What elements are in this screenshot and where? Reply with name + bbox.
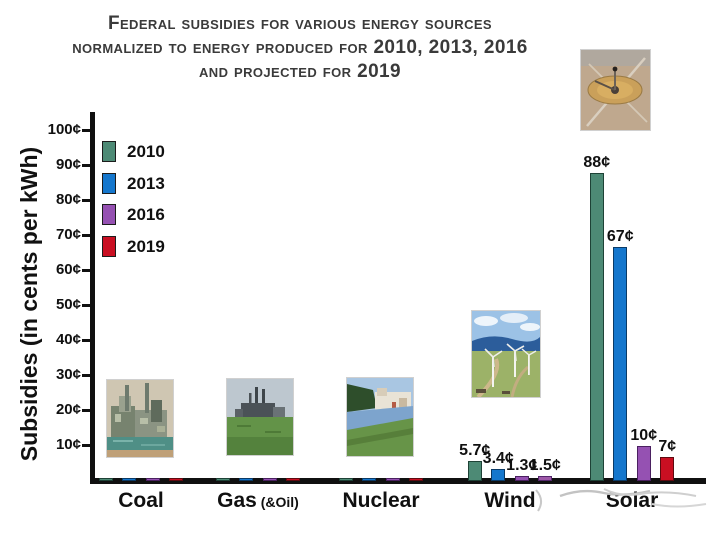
x-category-label-coal: Coal — [71, 489, 211, 513]
legend-swatch-2016 — [102, 204, 116, 225]
bar-value-label: 7¢ — [658, 437, 677, 455]
bar-solar-2013 — [613, 246, 628, 481]
category-name: Solar — [605, 489, 659, 512]
bar-value-label: 10¢ — [630, 427, 658, 444]
legend-label-2010: 2010 — [127, 142, 165, 161]
y-tick-label: 50¢ — [55, 296, 81, 313]
bar-gas-2013 — [239, 478, 254, 481]
y-tick-mark — [82, 268, 91, 272]
wind-turbines-illustration — [472, 311, 540, 397]
chart-title-line-1: Federal subsidies for various energy sou… — [107, 13, 492, 34]
y-tick-label: 60¢ — [55, 261, 81, 278]
gas-plant-photo — [227, 379, 293, 455]
category-name: Coal — [118, 489, 164, 512]
bar-nuclear-2019 — [409, 478, 424, 481]
bar-solar-2016 — [636, 446, 651, 481]
y-tick-mark — [82, 303, 91, 307]
chart-title-line-2: normalized to energy produced for 2010, … — [72, 37, 528, 58]
y-tick-mark — [82, 338, 91, 342]
bar-solar-2019 — [660, 456, 675, 481]
bar-wind-2016 — [514, 476, 529, 481]
bar-value-label: 3.4¢ — [482, 450, 514, 468]
bar-value-label: 88¢ — [583, 154, 611, 171]
category-name: Nuclear — [342, 489, 420, 512]
x-category-label-solar: Solar — [562, 489, 702, 513]
legend-label-2013: 2013 — [127, 173, 165, 193]
bar-wind-2019 — [538, 475, 553, 481]
coal-plant-illustration — [107, 380, 173, 457]
chart-title: Federal subsidies for various energy sou… — [36, 12, 564, 84]
y-tick-label: 80¢ — [55, 191, 81, 208]
y-tick-label: 100¢ — [47, 121, 81, 138]
y-tick-label: 10¢ — [55, 436, 81, 453]
solar-plant-photo — [581, 50, 650, 130]
gas-plant-illustration — [227, 379, 293, 455]
bar-wind-2010 — [467, 461, 482, 481]
bar-value-label: 1.5¢ — [529, 456, 561, 474]
y-tick-mark — [82, 198, 91, 202]
legend-swatch-2010 — [102, 141, 116, 162]
chart-title-line-3: and projected for 2019 — [199, 61, 401, 82]
bar-value-label: 5.7¢ — [459, 442, 491, 460]
x-category-label-wind: Wind — [440, 489, 580, 513]
legend-swatch-2019 — [102, 235, 116, 257]
bar-nuclear-2013 — [362, 478, 377, 481]
y-tick-label: 20¢ — [55, 401, 81, 418]
bar-gas-2019 — [286, 478, 301, 481]
bar-solar-2010 — [589, 173, 604, 481]
y-tick-mark — [82, 128, 91, 132]
legend-swatch-2013 — [102, 172, 116, 194]
y-tick-label: 30¢ — [55, 366, 81, 383]
legend-label-2016: 2016 — [127, 205, 165, 224]
coal-plant-photo — [107, 380, 173, 457]
bar-nuclear-2016 — [385, 478, 400, 481]
bar-wind-2013 — [491, 469, 506, 481]
y-axis-line — [90, 112, 95, 484]
category-name: Gas — [217, 489, 257, 512]
y-tick-label: 40¢ — [55, 331, 81, 348]
x-axis-line — [90, 478, 706, 484]
bar-gas-2016 — [262, 478, 277, 481]
category-suffix: (&Oil) — [256, 494, 299, 510]
x-category-label-gas: Gas (&Oil) — [188, 489, 328, 513]
legend-label-2019: 2019 — [127, 236, 165, 256]
y-tick-mark — [82, 163, 91, 167]
bar-nuclear-2010 — [338, 478, 353, 481]
y-tick-mark — [82, 233, 91, 237]
y-tick-mark — [82, 443, 91, 447]
solar-plant-illustration — [581, 50, 650, 130]
bar-coal-2016 — [145, 478, 160, 481]
x-category-label-nuclear: Nuclear — [311, 489, 451, 513]
bar-gas-2010 — [215, 478, 230, 481]
bar-value-label: 1.3¢ — [506, 457, 538, 475]
bar-coal-2019 — [169, 478, 184, 481]
y-tick-mark — [82, 408, 91, 412]
y-tick-mark — [82, 373, 91, 377]
wind-turbines-photo — [472, 311, 540, 397]
y-tick-label: 70¢ — [55, 226, 81, 243]
category-name: Wind — [484, 489, 536, 512]
bar-coal-2010 — [98, 478, 113, 481]
bar-coal-2013 — [122, 478, 137, 481]
nuclear-plant-photo — [347, 378, 413, 456]
nuclear-plant-illustration — [347, 378, 413, 456]
bar-value-label: 67¢ — [606, 227, 634, 245]
y-tick-label: 90¢ — [55, 156, 81, 173]
